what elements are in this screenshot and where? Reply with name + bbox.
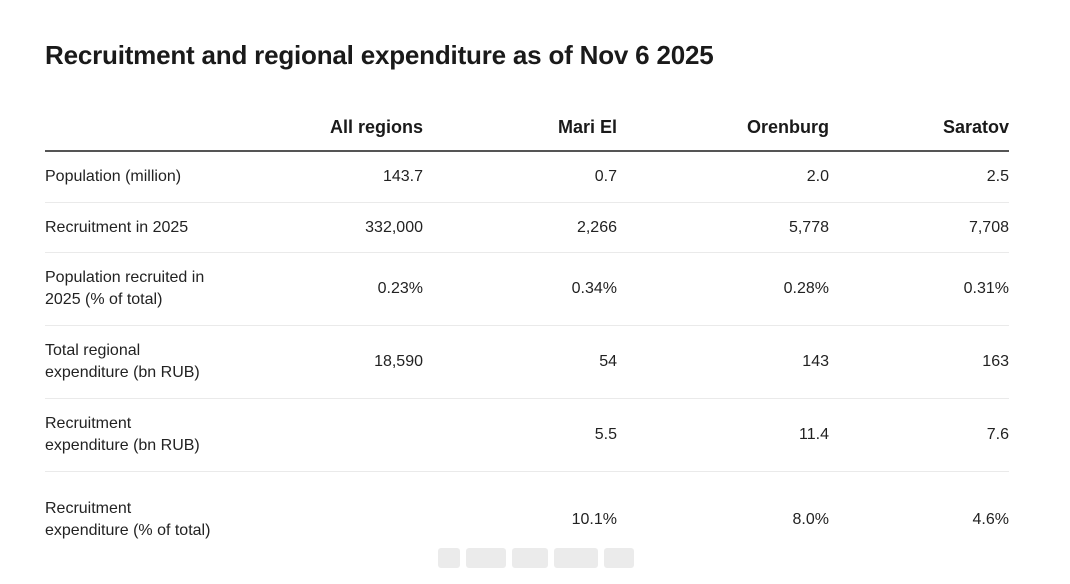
table-cell: 5.5 — [423, 398, 617, 472]
table-cell: 143 — [617, 325, 829, 399]
table-cell: 332,000 — [225, 202, 423, 253]
table-cell: 143.7 — [225, 151, 423, 203]
row-label: Population recruited in 2025 (% of total… — [45, 252, 225, 326]
row-label: Population (million) — [45, 151, 225, 203]
table-cell — [225, 472, 423, 569]
table-cell: 10.1% — [571, 511, 617, 528]
table-cell: 4.6% — [972, 511, 1009, 528]
column-header-saratov: Saratov — [829, 108, 1009, 152]
table-row: Recruitment expenditure (bn RUB) 5.5 11.… — [45, 398, 1009, 472]
column-header-all-regions: All regions — [225, 108, 423, 152]
table-cell: 0.31% — [829, 252, 1009, 326]
data-table: All regions Mari El Orenburg Saratov Pop… — [45, 108, 1009, 568]
table-cell: 54 — [423, 325, 617, 399]
table-row: Recruitment expenditure (% of total) 10.… — [45, 472, 1009, 569]
row-label: Total regional expenditure (bn RUB) — [45, 325, 225, 399]
watermark-mark — [438, 548, 460, 568]
watermark-mark — [512, 548, 548, 568]
column-header-mari-el: Mari El — [423, 108, 617, 152]
table-cell: 2.0 — [617, 151, 829, 203]
table-cell: 5,778 — [617, 202, 829, 253]
column-header — [45, 108, 225, 152]
data-table-container: All regions Mari El Orenburg Saratov Pop… — [45, 108, 1009, 568]
table-header-row: All regions Mari El Orenburg Saratov — [45, 108, 1009, 152]
table-row: Recruitment in 2025 332,000 2,266 5,778 … — [45, 202, 1009, 253]
table-cell: 11.4 — [617, 398, 829, 472]
table-cell: 7.6 — [829, 398, 1009, 472]
row-label: Recruitment in 2025 — [45, 202, 225, 253]
row-label: Recruitment expenditure (% of total) — [45, 500, 211, 539]
column-header-orenburg: Orenburg — [617, 108, 829, 152]
table-cell: 2.5 — [829, 151, 1009, 203]
watermark-mark — [554, 548, 598, 568]
table-cell: 0.28% — [617, 252, 829, 326]
row-label: Recruitment expenditure (bn RUB) — [45, 398, 225, 472]
page-title: Recruitment and regional expenditure as … — [45, 40, 714, 70]
table-row: Population (million) 143.7 0.7 2.0 2.5 — [45, 151, 1009, 203]
table-cell: 7,708 — [829, 202, 1009, 253]
table-cell: 0.23% — [225, 252, 423, 326]
table-row: Population recruited in 2025 (% of total… — [45, 252, 1009, 326]
table-cell: 163 — [829, 325, 1009, 399]
table-cell: 2,266 — [423, 202, 617, 253]
watermark — [438, 546, 638, 570]
watermark-mark — [604, 548, 634, 568]
table-cell: 8.0% — [792, 511, 829, 528]
watermark-mark — [466, 548, 506, 568]
table-row: Total regional expenditure (bn RUB) 18,5… — [45, 325, 1009, 399]
table-cell: 0.7 — [423, 151, 617, 203]
table-cell: 0.34% — [423, 252, 617, 326]
table-cell — [225, 398, 423, 472]
table-cell: 18,590 — [225, 325, 423, 399]
